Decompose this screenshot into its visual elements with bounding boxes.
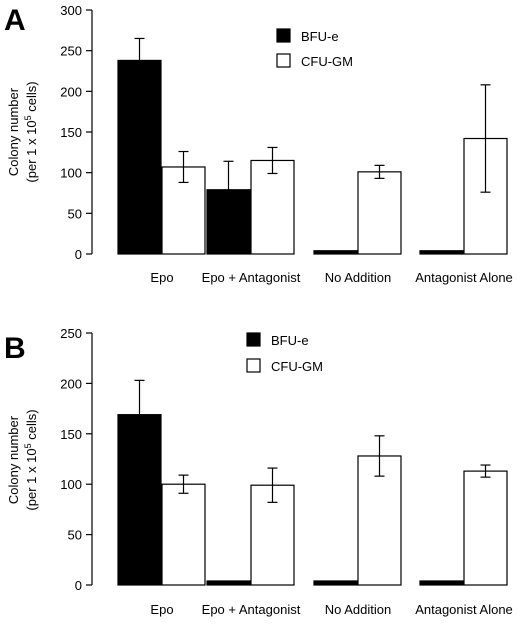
y-axis-label-part: cells) <box>24 409 39 443</box>
y-tick-label: 150 <box>60 427 82 442</box>
bar <box>250 159 295 255</box>
bar <box>419 250 464 255</box>
y-tick-label: 100 <box>60 166 82 181</box>
bar <box>117 59 162 255</box>
y-tick-label: 250 <box>60 44 82 59</box>
y-axis-label-part: (per 1 x 10 <box>24 120 39 182</box>
panel-letter: B <box>4 332 26 365</box>
y-tick-label: 100 <box>60 477 82 492</box>
panel-b: B 0 50 100 150 200 250 Colony number (per 1 x 10… <box>4 326 513 617</box>
legend-label: CFU-GM <box>301 54 353 69</box>
y-tick-label: 150 <box>60 125 82 140</box>
legend-label: CFU-GM <box>271 359 323 374</box>
legend-swatch <box>246 358 261 373</box>
y-tick-label: 250 <box>60 326 82 341</box>
y-tick-label: 0 <box>75 578 82 593</box>
category-label: Epo + Antagonist <box>202 270 301 285</box>
y-axis-label: (per 1 x 105 cells) <box>23 81 39 182</box>
category-label: Epo <box>150 602 173 617</box>
legend-swatch <box>246 332 261 347</box>
legend-swatch <box>276 53 291 68</box>
y-tick-label: 50 <box>68 206 82 221</box>
y-tick-label: 200 <box>60 84 82 99</box>
category-label: Antagonist Alone <box>415 270 513 285</box>
y-axis-label: (per 1 x 105 cells) <box>23 409 39 510</box>
y-tick-label: 200 <box>60 376 82 391</box>
y-tick-label: 50 <box>68 528 82 543</box>
y-axis-label: Colony number <box>6 87 21 176</box>
bar <box>419 580 464 586</box>
bar <box>206 189 251 255</box>
bar <box>463 470 508 586</box>
y-axis-label-part: (per 1 x 10 <box>24 448 39 510</box>
category-label: Epo <box>150 270 173 285</box>
legend-swatch <box>276 28 291 43</box>
category-label: No Addition <box>325 270 392 285</box>
y-axis-label-sup: 5 <box>23 115 33 120</box>
category-label: Epo + Antagonist <box>202 602 301 617</box>
y-axis-label-sup: 5 <box>23 443 33 448</box>
y-tick-label: 0 <box>75 247 82 262</box>
legend-label: BFU-e <box>301 29 339 44</box>
bar <box>206 580 251 586</box>
y-tick-label: 300 <box>60 3 82 18</box>
bar <box>357 455 402 586</box>
bar <box>313 250 358 255</box>
y-axis-label: Colony number <box>6 415 21 504</box>
bar <box>161 483 206 586</box>
y-axis-label-part: cells) <box>24 81 39 115</box>
legend-label: BFU-e <box>271 333 309 348</box>
category-label: Antagonist Alone <box>415 602 513 617</box>
panel-a: A 0 50 100 150 200 250 300 Colony number (per 1 x… <box>4 3 513 285</box>
category-label: No Addition <box>325 602 392 617</box>
bar <box>117 414 162 586</box>
panel-letter: A <box>4 4 26 37</box>
bar <box>357 171 402 255</box>
bar <box>313 580 358 586</box>
